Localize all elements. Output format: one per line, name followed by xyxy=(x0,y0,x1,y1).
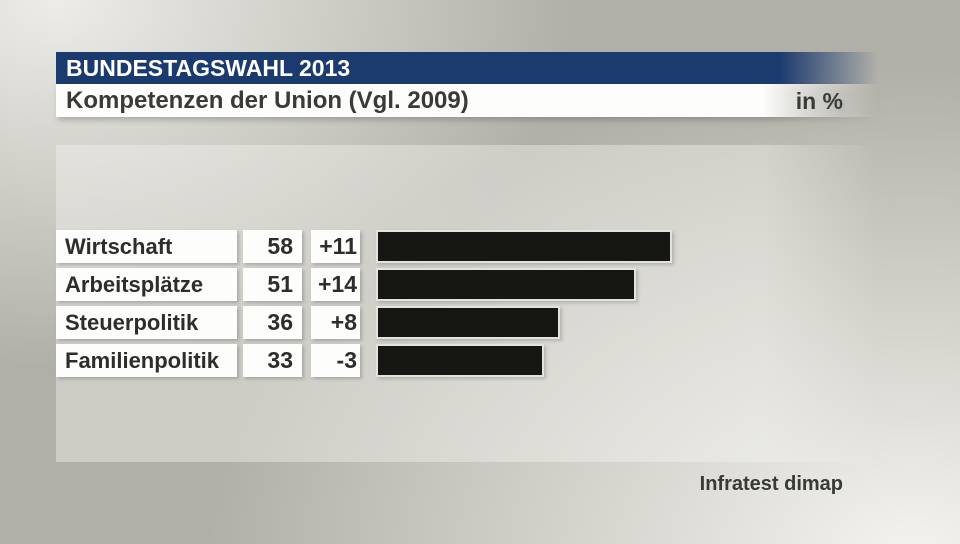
content-panel xyxy=(56,145,878,462)
change-cell: +8 xyxy=(311,306,360,339)
value-cell: 51 xyxy=(243,268,302,301)
source-credit: Infratest dimap xyxy=(699,473,843,495)
category-label: Familienpolitik xyxy=(56,344,237,377)
category-label: Arbeitsplätze xyxy=(56,268,237,301)
value-cell: 33 xyxy=(243,344,302,377)
chart-row: Wirtschaft 58 +11 xyxy=(56,230,916,263)
change-cell: -3 xyxy=(311,344,360,377)
header-title-bar: Kompetenzen der Union (Vgl. 2009) in % xyxy=(56,84,878,117)
chart-row: Familienpolitik 33 -3 xyxy=(56,344,916,377)
bar xyxy=(376,268,636,301)
header-kicker-bar: BUNDESTAGSWAHL 2013 xyxy=(56,52,878,84)
category-label: Steuerpolitik xyxy=(56,306,237,339)
header-kicker: BUNDESTAGSWAHL 2013 xyxy=(66,55,351,81)
bar xyxy=(376,230,672,263)
unit-label: in % xyxy=(795,88,843,114)
chart-row: Arbeitsplätze 51 +14 xyxy=(56,268,916,301)
bar xyxy=(376,306,560,339)
bar xyxy=(376,344,544,377)
change-cell: +11 xyxy=(311,230,360,263)
chart-row: Steuerpolitik 36 +8 xyxy=(56,306,916,339)
value-cell: 58 xyxy=(243,230,302,263)
chart-title: Kompetenzen der Union (Vgl. 2009) xyxy=(66,87,469,114)
change-cell: +14 xyxy=(311,268,360,301)
category-label: Wirtschaft xyxy=(56,230,237,263)
value-cell: 36 xyxy=(243,306,302,339)
